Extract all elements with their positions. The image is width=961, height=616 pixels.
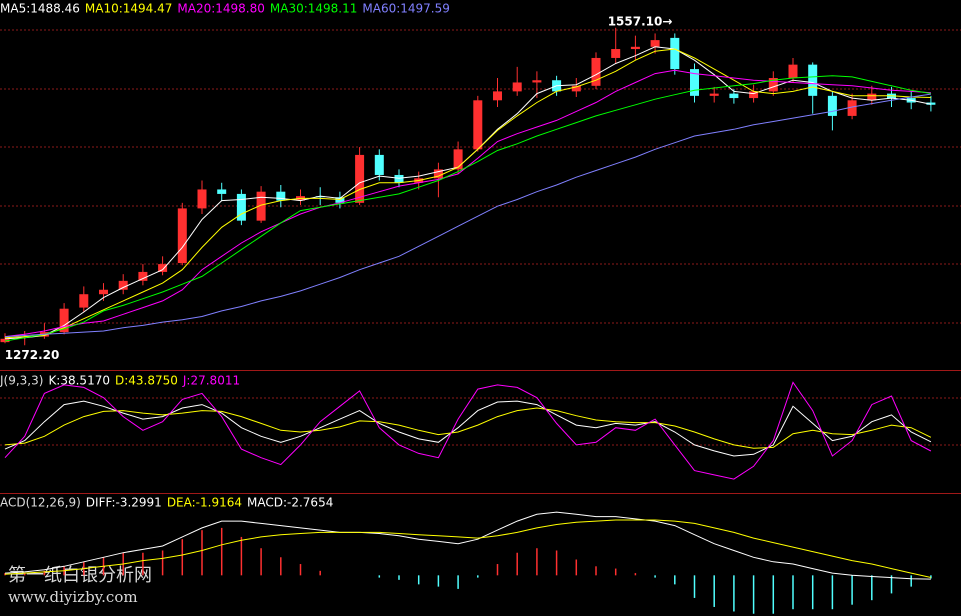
line-series <box>4 46 931 340</box>
candle-body <box>0 338 10 343</box>
candle-body <box>355 154 365 203</box>
candle-body <box>59 308 69 333</box>
candle-body <box>374 154 384 175</box>
watermark-name: 第一纸白银分析网 <box>8 565 152 586</box>
candle-body <box>99 289 108 295</box>
candle-body <box>749 91 759 99</box>
legend-entry: K:38.5170 <box>48 374 110 388</box>
candle-body <box>118 280 128 290</box>
candle-body <box>473 100 483 150</box>
candle-body <box>433 169 443 179</box>
candle-body <box>335 197 345 203</box>
candle-body <box>177 208 187 264</box>
candle-body <box>808 64 818 96</box>
line-series <box>4 407 932 449</box>
candle-body <box>276 191 286 201</box>
legend-entry: J:27.8011 <box>182 374 240 388</box>
legend-entry: MA30:1498.11 <box>270 2 358 16</box>
line-series <box>4 381 932 480</box>
candle-body <box>158 264 168 272</box>
legend-entry: DEA:-1.9164 <box>167 496 242 510</box>
candle-body <box>217 189 227 194</box>
line-series <box>4 519 932 578</box>
candle-body <box>571 85 581 92</box>
candle-body <box>591 57 601 86</box>
candle-body <box>20 336 30 338</box>
legend-entry: DIFF:-3.2991 <box>86 496 162 510</box>
candle-body <box>236 193 246 221</box>
legend-entry: MA5:1488.46 <box>0 2 80 16</box>
candle-body <box>512 82 522 92</box>
candle-body <box>729 93 739 99</box>
candle-body <box>926 102 936 105</box>
legend-entry: MA20:1498.80 <box>177 2 265 16</box>
candle-body <box>709 93 719 96</box>
candle-body <box>453 149 463 170</box>
candle-body <box>532 80 542 83</box>
line-series <box>4 511 931 580</box>
line-series <box>4 48 931 339</box>
candle-body <box>394 174 404 183</box>
legend-entry: MACD:-2.7654 <box>247 496 333 510</box>
panel-title: J(9,3,3) <box>0 374 43 388</box>
legend-entry: D:43.8750 <box>115 374 178 388</box>
line-series <box>4 400 932 457</box>
candle-body <box>256 191 266 221</box>
watermark-url: www.diyizby.com <box>8 588 138 606</box>
candle-body <box>867 93 877 101</box>
candle-body <box>138 271 148 281</box>
candle-body <box>670 37 680 70</box>
candle-body <box>315 196 325 198</box>
candle-body <box>690 69 699 96</box>
min-label: 1272.20 <box>5 348 60 362</box>
max-label: 1557.10→ <box>608 14 673 28</box>
line-series <box>4 93 931 338</box>
line-series <box>4 75 931 342</box>
candle-body <box>493 91 502 101</box>
candle-body <box>630 46 640 50</box>
line-series <box>4 69 931 338</box>
candle-body <box>788 64 798 79</box>
candle-body <box>768 78 778 92</box>
legend-entry: MA10:1494.47 <box>85 2 173 16</box>
candle-body <box>611 49 621 58</box>
candle-body <box>650 40 660 47</box>
candle-body <box>197 189 207 209</box>
legend-entry: MA60:1497.59 <box>362 2 450 16</box>
candle-body <box>847 100 857 116</box>
panel-title: ACD(12,26,9) <box>0 496 81 510</box>
candle-body <box>827 95 837 116</box>
candle-body <box>79 294 89 308</box>
